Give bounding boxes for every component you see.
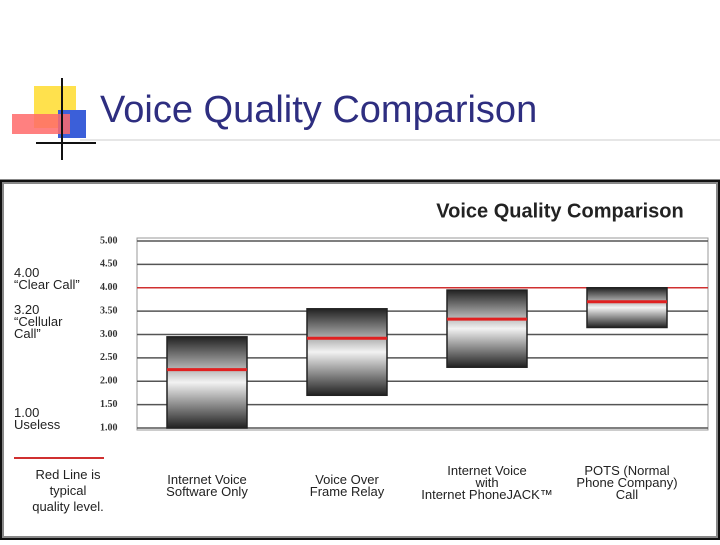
x-tick-label-line: POTS (Normal [584,463,669,478]
legend-note-line: quality level. [32,499,104,514]
x-tick-label: Internet Voice with Internet PhoneJACK™ [421,463,553,502]
x-tick-label: Internet Voice Software Only [166,472,248,499]
annotation-line: 4.00 [14,265,39,280]
title-decoration [12,78,96,160]
x-tick-label-line: Internet PhoneJACK™ [421,487,553,502]
y-tick-label: 4.00 [100,282,118,293]
x-tick-label-line: Phone Company) [576,475,677,490]
y-tick-label: 2.50 [100,352,118,363]
annotation-line: “Clear Call” [14,277,80,292]
y-tick-label: 1.00 [100,422,118,433]
y-tick-label: 3.50 [100,305,118,316]
range-box [306,308,388,397]
y-tick-label: 5.00 [100,235,118,246]
annotation: 3.20 “Cellular Call” [14,303,63,342]
x-tick-label-line: Internet Voice [167,472,247,487]
annotation-line: “Cellular [14,315,63,330]
y-tick-label: 2.00 [100,376,118,387]
legend-note: Red Line is typical quality level. [32,467,104,514]
x-tick-label-line: Internet Voice [447,463,527,478]
x-tick-label: Voice Over Frame Relay [310,472,385,499]
x-tick-label-line: Call [616,487,639,502]
chart-inner-frame [2,182,718,538]
legend-note-line: Red Line is [35,467,101,482]
slide-title: Voice Quality Comparison [100,89,537,131]
x-tick-label-line: Voice Over [315,472,379,487]
y-tick-label: 1.50 [100,399,118,410]
range-box [166,336,248,429]
range-box [586,287,668,329]
x-tick-label: POTS (Normal Phone Company) Call [576,463,677,502]
annotation-line: 1.00 [14,405,39,420]
legend-note-line: typical [50,483,87,498]
chart-title: Voice Quality Comparison [436,200,683,222]
annotation: 1.00 Useless [14,405,61,432]
y-tick-label: 3.00 [100,329,118,340]
x-tick-label-line: with [474,475,498,490]
annotation-line: Call” [14,327,41,342]
range-box [446,289,528,368]
annotation-line: Useless [14,417,61,432]
annotation: 4.00 “Clear Call” [14,265,80,292]
x-tick-label-line: Software Only [166,484,248,499]
x-tick-label-line: Frame Relay [310,484,385,499]
annotation-line: 3.20 [14,303,39,318]
y-tick-label: 4.50 [100,259,118,270]
